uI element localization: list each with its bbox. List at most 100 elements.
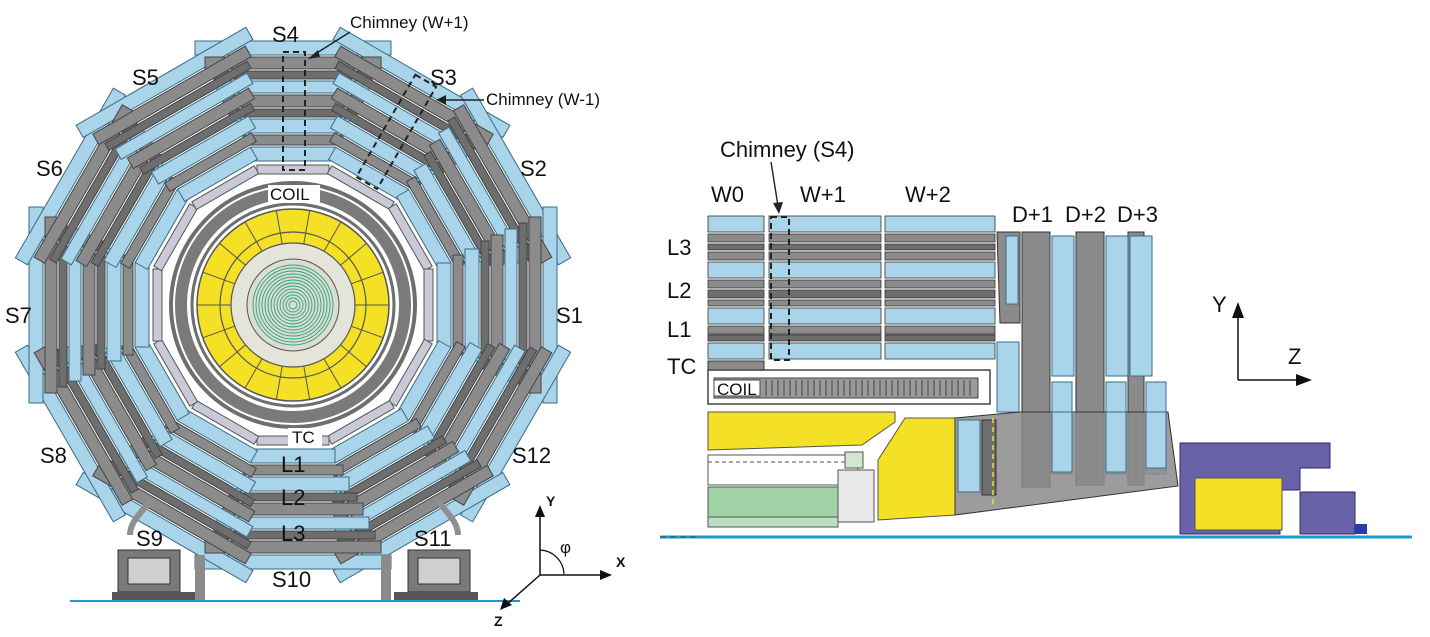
disk-label: D+1 (1012, 202, 1053, 227)
inner-chamber-group (176, 146, 259, 202)
hcal-spoke (244, 358, 263, 389)
disk-chamber (1105, 411, 1127, 473)
chamber-layer-group (114, 72, 254, 161)
tc-layer-group (326, 399, 395, 445)
long-axis-z-label: Z (1288, 344, 1301, 369)
yoke-layer-group (164, 132, 257, 193)
arrowhead (773, 202, 783, 214)
inner-chamber-group (150, 115, 257, 185)
hcal-spoke (340, 344, 367, 368)
chimney-s4-label: Chimney (S4) (720, 137, 854, 162)
yoke-layer (242, 134, 344, 146)
disk-chamber (1051, 235, 1075, 377)
coil-hatch (765, 380, 971, 396)
endcap-disks (954, 231, 1179, 516)
axis-y-label: Y (546, 493, 556, 509)
wheel-layer (884, 251, 996, 261)
sector-label: S7 (5, 303, 32, 328)
axis-z-label: Z (494, 613, 503, 629)
disk-chamber (1129, 235, 1153, 377)
long-layer-label: L1 (667, 317, 691, 342)
wheel-label: W+2 (905, 182, 951, 207)
tracker-ring (264, 276, 322, 334)
tc-layer-group (191, 399, 260, 445)
tc-layer-group (387, 338, 433, 407)
iron-yoke (33, 45, 553, 565)
wheel-layer (768, 299, 882, 307)
inner-chamber-group (250, 146, 336, 162)
wheel-layer (768, 307, 882, 325)
wheel-layer (768, 243, 882, 251)
me-chamber (957, 419, 981, 493)
wheel-layer (707, 325, 765, 335)
wheel-layer (707, 334, 765, 342)
yoke-layer-group (92, 45, 252, 146)
hcal-spoke (351, 325, 384, 339)
inner-chamber (176, 146, 259, 202)
chimney-w-plus-1-box (282, 51, 306, 171)
arrowhead (436, 95, 446, 105)
tc-layer-group (153, 203, 199, 272)
tracker-ring (258, 270, 328, 340)
endcap-chamber (996, 341, 1020, 413)
tc-layer-group (191, 165, 260, 211)
transverse-view: S1 S2 S3 S4 S5 S6 S7 S8 S9 S10 S11 S12 C… (5, 13, 626, 629)
axis-x-label: X (616, 554, 626, 570)
sector-label: S5 (132, 65, 159, 90)
yoke-layer-group (242, 134, 344, 146)
disk-chamber (1051, 411, 1073, 473)
wheel-layer (707, 243, 765, 251)
yoke-layer (122, 254, 134, 356)
wheel-layer (768, 334, 882, 342)
longitudinal-axes: Y Z (1212, 292, 1312, 386)
tracker-ring (255, 267, 331, 343)
left-foot (112, 498, 196, 600)
sector-label: S9 (136, 526, 163, 551)
layer-label: L3 (281, 521, 305, 546)
wheel-layer (707, 215, 765, 233)
long-coil-label: COIL (717, 380, 757, 399)
wheel-layer (884, 342, 996, 360)
tc-layer-group (387, 203, 433, 272)
wheel-layer (884, 243, 996, 251)
wheel-layer (884, 261, 996, 279)
tracker-ring (279, 291, 307, 319)
hcal-spoke (219, 242, 246, 266)
bottom-support-right (381, 555, 391, 600)
tracker-ring (285, 297, 301, 313)
wheel-layer (884, 325, 996, 335)
yoke-layer (126, 87, 256, 170)
hcal-spoke (303, 210, 311, 245)
wheel-layer (768, 342, 882, 360)
sector-label: S12 (512, 443, 551, 468)
wheel-layer (884, 307, 996, 325)
tracker-ring (252, 264, 334, 346)
wheel-layer (768, 325, 882, 335)
hcal-spoke (323, 221, 342, 252)
endcap-iron (981, 419, 997, 496)
yoke-layer (92, 45, 252, 146)
hcal-spoke (219, 344, 246, 368)
chimney-w-plus-1-label: Chimney (W+1) (350, 13, 469, 32)
hcal-spoke (244, 221, 263, 252)
wheel-layer (884, 289, 996, 299)
sector-label: S6 (36, 156, 63, 181)
tc-layer (326, 399, 395, 445)
layer-label: L2 (281, 485, 305, 510)
sector-label: S10 (272, 567, 311, 592)
tc-layer-group (152, 268, 163, 342)
tracker (252, 264, 334, 346)
yoke-layer (104, 60, 252, 151)
sector-label: S11 (414, 526, 452, 551)
inner-chamber-group (436, 262, 452, 348)
tc-layer-group (423, 268, 434, 342)
bottom-support-left (195, 555, 205, 600)
inner-chamber (250, 146, 336, 162)
wheel-label: W+1 (800, 182, 846, 207)
sector-label: S2 (520, 156, 547, 181)
inner-chamber (150, 115, 257, 185)
yoke-layer-group (126, 87, 256, 170)
wheel-layer (768, 289, 882, 299)
tc-layer (191, 165, 260, 211)
sector-label: S8 (40, 443, 67, 468)
